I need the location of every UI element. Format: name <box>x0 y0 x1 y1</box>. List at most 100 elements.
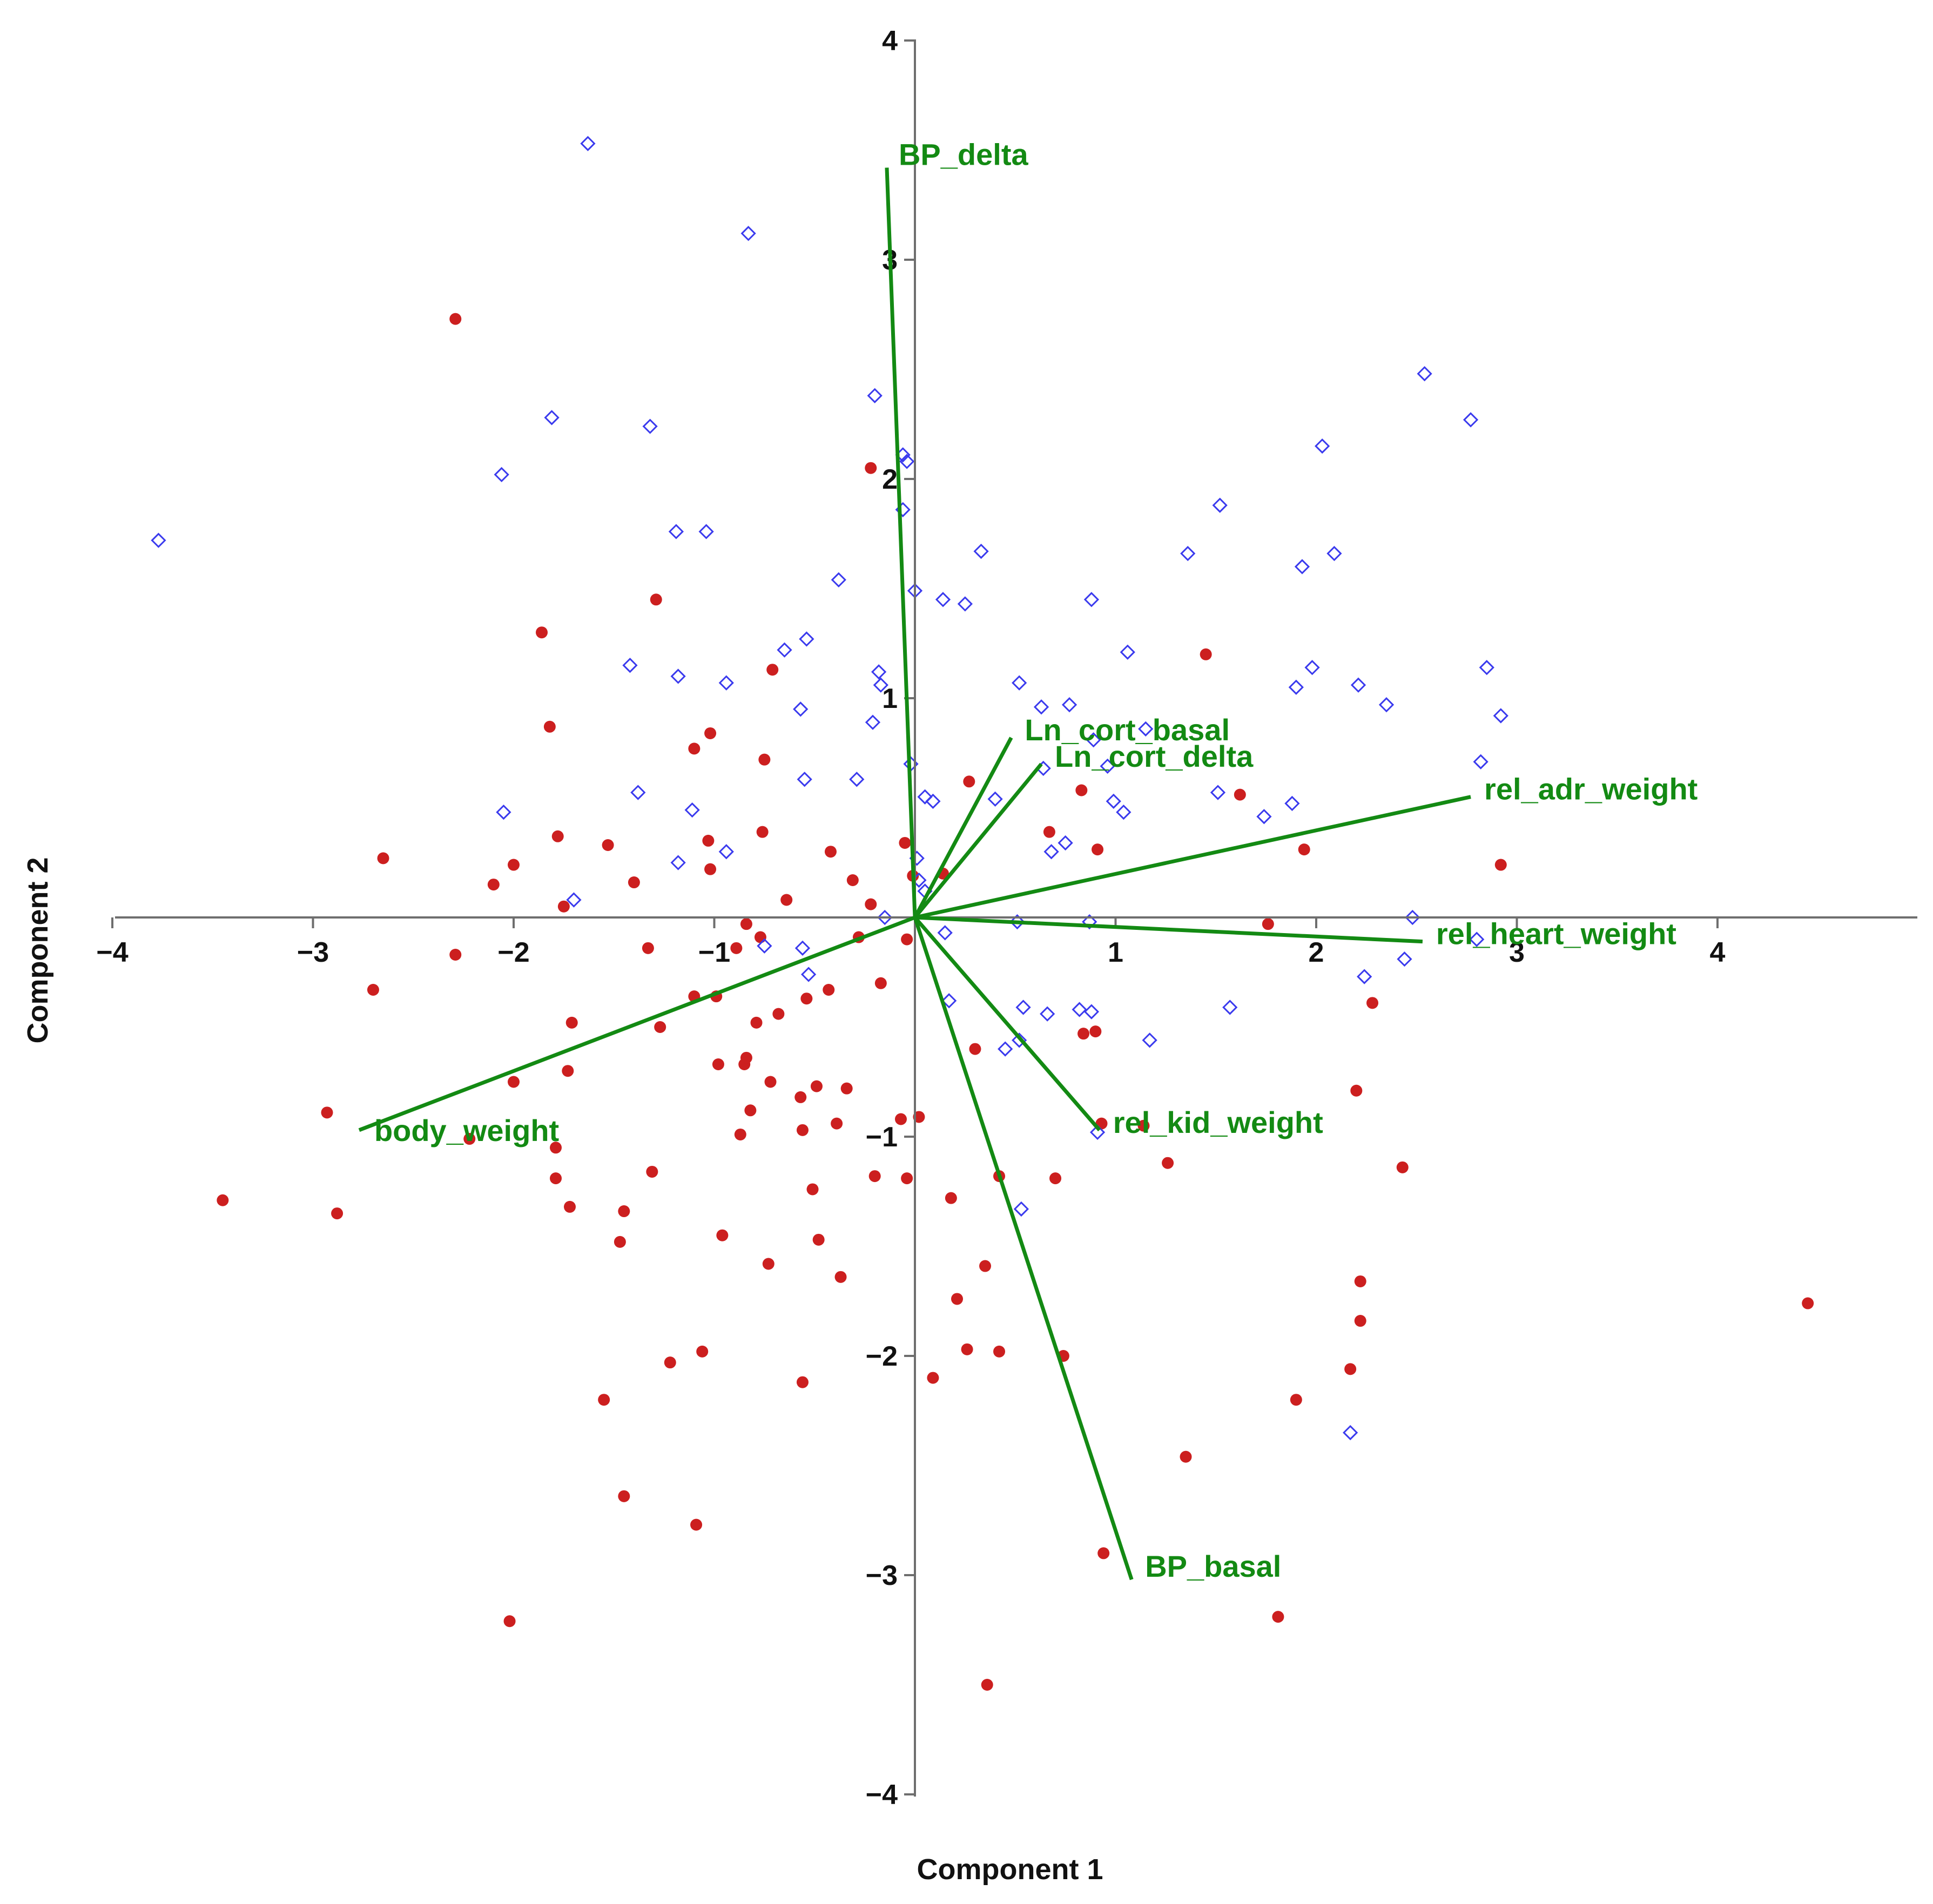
open-diamond-point <box>849 772 865 787</box>
filled-point <box>331 1207 344 1220</box>
filled-point <box>1097 1547 1110 1559</box>
y-tick-label: −3 <box>866 1560 898 1591</box>
open-diamond-point <box>668 524 684 539</box>
open-diamond-point <box>917 789 933 805</box>
open-diamond-point <box>1120 644 1135 660</box>
loading-vector <box>358 915 916 1132</box>
filled-point <box>690 1518 703 1531</box>
open-diamond-point <box>1138 721 1154 737</box>
filled-point <box>823 983 835 996</box>
open-diamond-point <box>1012 675 1027 691</box>
open-diamond-point <box>1082 914 1097 930</box>
loading-vector <box>913 916 1134 1581</box>
open-diamond-point <box>1009 914 1025 930</box>
open-diamond-point <box>757 938 772 954</box>
open-diamond-point <box>670 669 686 684</box>
filled-point <box>762 1258 774 1270</box>
y-tick-label: 1 <box>882 683 898 714</box>
filled-point <box>834 1271 847 1283</box>
open-diamond-point <box>1058 835 1073 851</box>
open-diamond-point <box>873 677 888 693</box>
open-diamond-point <box>794 940 811 956</box>
filled-point <box>550 1172 562 1185</box>
filled-point <box>1298 843 1310 856</box>
filled-point <box>1344 1363 1357 1375</box>
filled-point <box>217 1194 229 1206</box>
filled-point <box>796 1376 809 1388</box>
filled-point <box>758 753 771 766</box>
filled-point <box>562 1065 574 1077</box>
filled-point <box>1200 648 1212 660</box>
open-diamond-point <box>987 791 1003 807</box>
open-diamond-point <box>777 642 792 658</box>
open-diamond-point <box>1061 697 1077 713</box>
filled-point <box>508 1076 520 1088</box>
open-diamond-point <box>831 572 846 588</box>
filled-point <box>503 1615 516 1628</box>
filled-point <box>979 1260 992 1272</box>
filled-point <box>704 863 717 875</box>
filled-point <box>846 874 859 886</box>
filled-point <box>754 931 766 943</box>
open-diamond-point <box>1479 660 1494 676</box>
y-tick-label: −1 <box>866 1122 898 1153</box>
filled-point <box>557 900 570 913</box>
open-diamond-point <box>800 967 817 982</box>
filled-point <box>1234 788 1246 801</box>
filled-point <box>654 1021 666 1033</box>
open-diamond-point <box>935 592 951 607</box>
open-diamond-point <box>1180 545 1196 562</box>
open-diamond-point <box>151 532 166 548</box>
filled-point <box>487 879 500 891</box>
filled-point <box>688 742 701 755</box>
open-diamond-point <box>925 793 941 809</box>
filled-point <box>367 983 379 996</box>
filled-point <box>740 1051 752 1064</box>
open-diamond-point <box>1100 758 1115 774</box>
open-diamond-point <box>740 226 756 241</box>
open-diamond-point <box>1043 844 1059 860</box>
open-points <box>151 136 1508 1441</box>
open-diamond-point <box>1350 677 1366 693</box>
x-tick-label: 1 <box>1108 937 1123 968</box>
filled-point <box>1354 1315 1366 1327</box>
open-diamond-point <box>580 136 596 151</box>
loading-vector <box>885 167 917 918</box>
filled-point <box>831 1117 843 1130</box>
loading-vector <box>913 762 1043 919</box>
filled-point <box>565 1016 578 1029</box>
x-tick-label: 3 <box>1509 937 1525 968</box>
filled-point <box>449 313 462 325</box>
loading-label: body_weight <box>374 1113 559 1147</box>
filled-point <box>704 727 717 739</box>
open-diamond-point <box>1405 909 1420 926</box>
open-diamond-point <box>957 596 973 612</box>
filled-point <box>716 1229 729 1241</box>
open-diamond-point <box>1083 1004 1100 1019</box>
open-diamond-point <box>544 410 560 426</box>
filled-point <box>734 1128 746 1140</box>
filled-point <box>1350 1084 1363 1097</box>
open-diamond-point <box>865 714 881 730</box>
filled-point <box>945 1192 957 1204</box>
filled-point <box>1396 1161 1409 1173</box>
filled-point <box>702 834 715 847</box>
filled-point <box>1162 1157 1174 1169</box>
open-diamond-point <box>973 543 989 559</box>
filled-points <box>217 313 1814 1691</box>
filled-point <box>321 1106 333 1119</box>
open-diamond-point <box>998 1041 1013 1057</box>
filled-point <box>899 836 911 849</box>
open-diamond-point <box>1210 785 1226 800</box>
open-diamond-point <box>1013 1201 1029 1217</box>
open-diamond-point <box>1417 366 1432 382</box>
filled-point <box>614 1235 626 1248</box>
loading-label: rel_kid_weight <box>1113 1105 1323 1139</box>
open-diamond-point <box>1288 679 1304 695</box>
filled-point <box>1137 1119 1150 1132</box>
filled-point <box>894 1113 907 1125</box>
filled-point <box>772 1008 785 1020</box>
filled-point <box>449 949 462 961</box>
